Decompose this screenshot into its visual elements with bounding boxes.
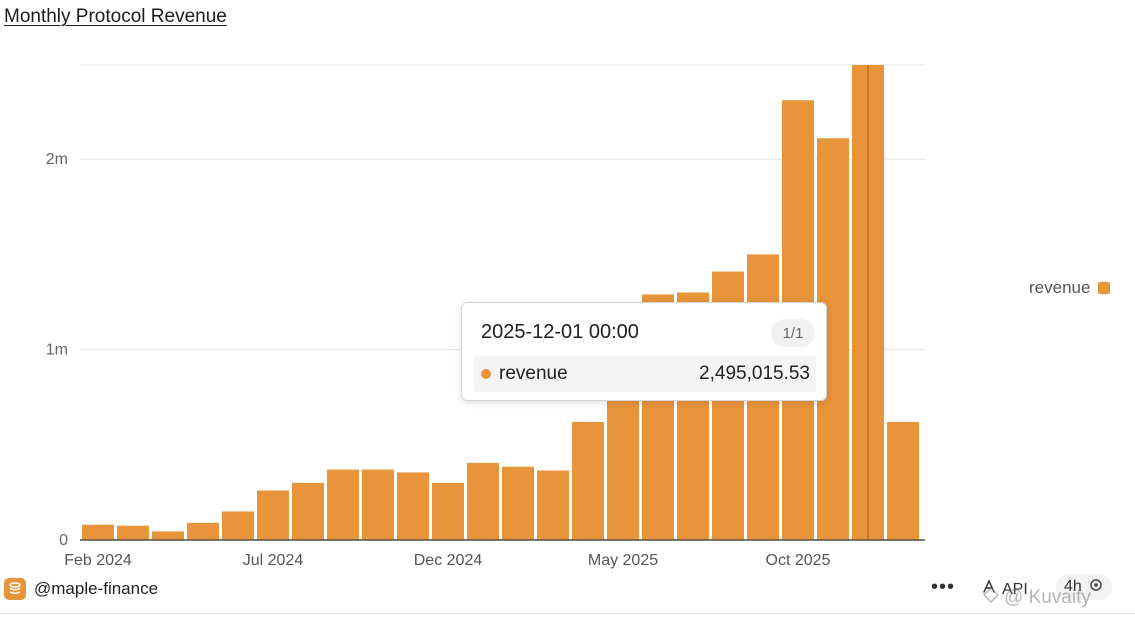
bar[interactable] (572, 421, 604, 540)
bar[interactable] (502, 466, 534, 540)
tooltip: 2025-12-01 00:00 1/1 revenue 2,495,015.5… (461, 302, 827, 401)
tooltip-value: 2,495,015.53 (699, 363, 810, 384)
bar[interactable] (187, 522, 219, 540)
tooltip-row: revenue 2,495,015.53 (474, 356, 816, 392)
x-tick-label: Feb 2024 (64, 552, 132, 569)
bar[interactable] (607, 397, 639, 540)
bar[interactable] (397, 472, 429, 540)
legend-label: revenue (1029, 278, 1091, 297)
refresh-gear-icon (1088, 577, 1104, 598)
diamond-icon (982, 586, 1000, 610)
bar[interactable] (432, 482, 464, 540)
y-tick-label: 0 (59, 532, 68, 549)
x-tick-label: Dec 2024 (414, 552, 483, 569)
bar[interactable] (117, 525, 149, 540)
watermark: @ Kuvaity (982, 586, 1091, 610)
y-tick-label: 1m (46, 342, 68, 359)
bar[interactable] (257, 490, 289, 540)
bar[interactable] (537, 470, 569, 540)
api-label: API (1002, 580, 1028, 598)
x-tick-label: Jul 2024 (243, 552, 304, 569)
bar[interactable] (292, 482, 324, 540)
bar[interactable] (887, 421, 919, 540)
bar[interactable] (82, 524, 114, 540)
x-tick-label: Oct 2025 (766, 552, 831, 569)
series-dot-icon (481, 369, 491, 379)
creator-link[interactable]: @maple-finance (4, 578, 158, 600)
bar[interactable] (152, 531, 184, 540)
footer: @maple-finance ••• API 4h (0, 574, 1135, 604)
tooltip-date: 2025-12-01 00:00 (481, 321, 639, 343)
watermark-text: @ Kuvaity (1004, 587, 1091, 608)
chart-title: Monthly Protocol Revenue (4, 6, 227, 27)
x-tick-label: May 2025 (588, 552, 658, 569)
refresh-interval-button[interactable]: 4h (1056, 574, 1112, 600)
tooltip-page-indicator: 1/1 (771, 319, 815, 347)
creator-handle: @maple-finance (34, 579, 159, 598)
bar[interactable] (222, 511, 254, 540)
legend-swatch (1098, 282, 1111, 294)
bar[interactable] (327, 469, 359, 540)
bar[interactable] (467, 462, 499, 540)
more-options-button[interactable]: ••• (931, 576, 956, 598)
interval-label: 4h (1064, 578, 1082, 595)
y-tick-label: 2m (46, 151, 68, 168)
legend[interactable]: revenue (1029, 278, 1111, 298)
footer-divider (0, 613, 1135, 614)
tooltip-series-label: revenue (499, 363, 568, 384)
bar[interactable] (362, 469, 394, 540)
stacked-coins-icon (4, 578, 26, 600)
